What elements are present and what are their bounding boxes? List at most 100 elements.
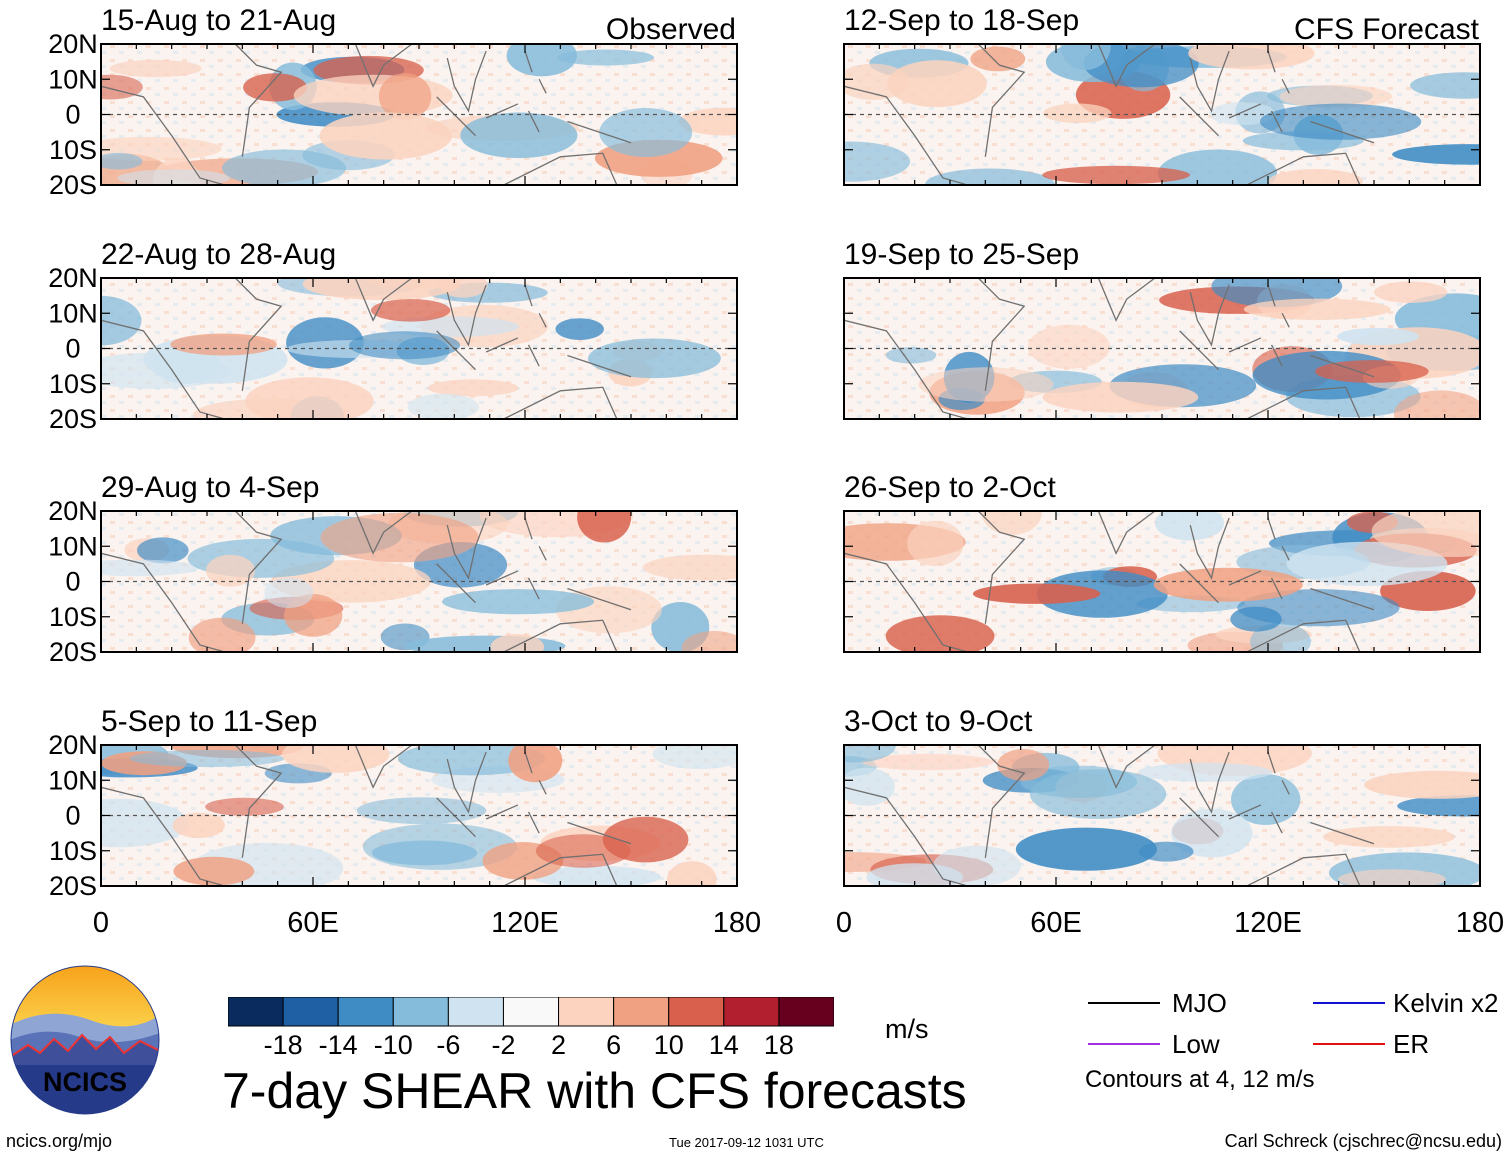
colorbar-tick-label: 10: [653, 1030, 684, 1060]
shear-anomaly-blob: [1337, 327, 1419, 346]
coastline: [101, 44, 632, 185]
shear-anomaly-blob: [1268, 169, 1363, 185]
shear-anomaly-blob: [205, 797, 284, 816]
shear-field: [844, 745, 1480, 886]
shear-anomaly-blob: [490, 634, 545, 652]
shear-anomaly-blob: [531, 865, 661, 886]
legend-line-mjo: [1088, 1002, 1160, 1004]
shear-anomaly-blob: [356, 797, 487, 824]
shear-anomaly-blob: [667, 861, 717, 886]
shear-anomaly-blob: [371, 840, 478, 866]
shear-anomaly-blob: [1374, 281, 1448, 304]
colorbar-bin: [613, 997, 670, 1027]
shear-anomaly-blob: [885, 615, 995, 652]
y-tick-label: 20N: [48, 496, 98, 526]
y-tick-label: 10N: [48, 765, 98, 795]
colorbar-bin: [282, 997, 339, 1027]
coastline: [101, 278, 632, 419]
shear-anomaly-blob: [1397, 795, 1480, 817]
shear-anomaly-blob: [101, 798, 189, 848]
y-tick-label: 10S: [49, 602, 97, 632]
shear-anomaly-blob: [427, 379, 519, 397]
shear-anomaly-blob: [1042, 381, 1199, 413]
shear-anomaly-blob: [205, 554, 256, 587]
shear-anomaly-blob: [1036, 570, 1168, 618]
shear-anomaly-blob: [1137, 762, 1273, 782]
shear-anomaly-blob: [642, 554, 737, 581]
shear-anomaly-blob: [1364, 770, 1480, 799]
y-tick-label: 20N: [48, 263, 98, 293]
footer-credit: Carl Schreck (cjschrec@ncsu.edu): [1224, 1131, 1502, 1151]
y-tick-label: 20S: [49, 871, 97, 901]
coastline: [844, 278, 1375, 419]
colorbar-tick-label: 6: [606, 1030, 622, 1060]
x-tick-label: 180: [713, 907, 761, 939]
panel-4: 20N 10N 0 10S 20S 5-Sep to 11-Sep 0 60E 120E 180: [48, 705, 761, 939]
colorbar-bin: [558, 997, 615, 1027]
colorbar-units: m/s: [885, 1014, 929, 1044]
shear-anomaly-blob: [844, 745, 896, 763]
legend-line-low: [1088, 1043, 1160, 1045]
shear-field: [101, 511, 737, 652]
shear-anomaly-blob: [678, 107, 737, 136]
shear-anomaly-blob: [320, 512, 479, 563]
coastline: [101, 745, 632, 886]
shear-anomaly-blob: [101, 152, 143, 170]
shear-anomaly-blob: [1188, 44, 1315, 70]
y-tick-label: 10N: [48, 298, 98, 328]
colorbar-bin: [668, 997, 725, 1027]
colorbar-tick-label: -6: [436, 1030, 461, 1060]
shear-anomaly-blob: [101, 74, 143, 100]
colorbar-tick-label: -18: [263, 1030, 303, 1060]
shear-anomaly-blob: [1138, 841, 1194, 862]
shear-anomaly-blob: [243, 73, 307, 102]
shear-anomaly-blob: [885, 347, 937, 364]
shear-anomaly-blob: [222, 149, 346, 185]
colorbar-bin: [337, 997, 394, 1027]
shear-anomaly-blob: [1153, 567, 1303, 602]
coastline: [844, 44, 1375, 185]
shear-anomaly-blob: [1154, 511, 1225, 541]
shear-anomaly-blob: [508, 745, 563, 783]
shear-anomaly-blob: [1286, 541, 1448, 586]
shear-anomaly-blob: [245, 377, 374, 419]
shear-anomaly-blob: [1230, 606, 1282, 632]
footer-url[interactable]: ncics.org/mjo: [6, 1131, 113, 1151]
panel-title: 5-Sep to 11-Sep: [101, 705, 317, 738]
shear-field: [101, 278, 737, 419]
shear-anomaly-blob: [172, 812, 225, 839]
shear-field: [844, 44, 1480, 185]
shear-anomaly-blob: [970, 46, 1026, 72]
shear-anomaly-blob: [844, 767, 895, 806]
y-tick-label: 10S: [49, 836, 97, 866]
panel-5: 12-Sep to 18-Sep CFS Forecast: [843, 4, 1481, 186]
colorbar-tick-label: -10: [373, 1030, 413, 1060]
shear-anomaly-blob: [282, 745, 390, 773]
shear-anomaly-blob: [397, 745, 546, 776]
shear-anomaly-blob: [599, 108, 693, 157]
shear-anomaly-blob: [1043, 103, 1112, 124]
shear-anomaly-blob: [173, 856, 255, 886]
shear-anomaly-blob: [101, 136, 222, 161]
shear-anomaly-blob: [1243, 298, 1391, 320]
shear-anomaly-blob: [1042, 165, 1190, 185]
shear-field: [101, 745, 737, 886]
x-tick-label: 180: [1456, 907, 1504, 939]
y-tick-label: 20N: [48, 29, 98, 59]
y-tick-label: 10N: [48, 64, 98, 94]
shear-anomaly-blob: [1393, 390, 1480, 419]
legend-label: Kelvin x2: [1393, 988, 1499, 1018]
shear-anomaly-blob: [555, 318, 604, 340]
x-tick-label: 120E: [1234, 907, 1302, 939]
x-tick-label: 0: [93, 907, 109, 939]
shear-anomaly-blob: [188, 617, 256, 652]
shear-anomaly-blob: [1171, 808, 1253, 858]
footer-timestamp: Tue 2017-09-12 1031 UTC: [669, 1135, 824, 1150]
shear-anomaly-blob: [1015, 827, 1157, 871]
contour-note: Contours at 4, 12 m/s: [1085, 1066, 1315, 1093]
shear-anomaly-blob: [1279, 84, 1393, 109]
x-tick-label: 0: [836, 907, 852, 939]
colorbar-tick-label: 14: [708, 1030, 739, 1060]
shear-anomaly-blob: [1392, 144, 1480, 165]
shear-anomaly-blob: [349, 331, 461, 360]
